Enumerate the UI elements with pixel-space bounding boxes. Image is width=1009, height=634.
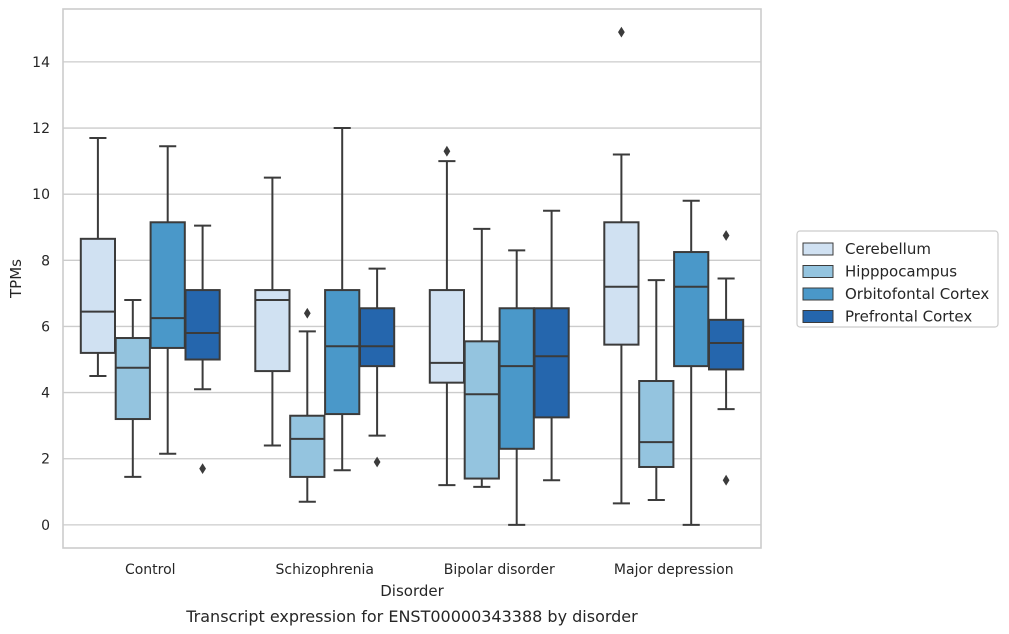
box-body: [603, 221, 640, 346]
box-3-0: [603, 26, 640, 505]
box-body: [707, 318, 745, 371]
box-body: [184, 289, 221, 361]
x-axis-ticks: Control Schizophrenia Bipolar disorder Majo…: [125, 562, 734, 578]
box-1-3: [358, 267, 396, 468]
legend-frame: [796, 230, 999, 328]
box-3-2: [673, 199, 710, 526]
box-1-2: [324, 127, 361, 472]
y-tick-label: 14: [32, 55, 50, 71]
outlier-point: [373, 456, 381, 468]
x-tick-label: Bipolar disorder: [444, 562, 555, 578]
outlier-point: [722, 474, 730, 486]
y-tick-label: 12: [32, 121, 50, 137]
box-body: [673, 251, 710, 368]
box-3-1: [638, 279, 675, 502]
y-axis-label: TPMs: [7, 259, 25, 299]
x-tick-label: Control: [125, 562, 176, 578]
box-body: [638, 380, 675, 468]
y-tick-label: 4: [41, 386, 50, 402]
box-0-0: [79, 136, 117, 378]
outlier-point: [443, 145, 451, 157]
box-body: [114, 337, 151, 421]
y-tick-label: 2: [41, 452, 50, 468]
box-1-1: [289, 307, 326, 503]
box-body: [498, 307, 535, 450]
outlier-point: [618, 26, 625, 38]
box-body: [149, 221, 186, 349]
x-tick-label: Schizophrenia: [276, 562, 374, 578]
legend-item: Prefrontal Cortex: [802, 308, 972, 326]
box-body: [254, 289, 291, 373]
box-body: [79, 237, 117, 354]
box-2-3: [533, 209, 570, 482]
y-tick-label: 10: [32, 187, 50, 203]
y-tick-label: 0: [41, 518, 50, 534]
legend-item: Orbitofontal Cortex: [802, 285, 989, 303]
x-tick-label: Major depression: [614, 562, 734, 578]
box-2-2: [498, 249, 535, 526]
chart-caption: Transcript expression for ENST0000034338…: [185, 607, 638, 626]
box-0-3: [184, 224, 221, 475]
box-0-1: [114, 298, 151, 478]
y-tick-label: 6: [41, 319, 50, 335]
box-3-3: [707, 230, 745, 486]
box-body: [289, 414, 326, 478]
legend-label: Prefrontal Cortex: [845, 308, 972, 326]
box-1-0: [254, 176, 291, 447]
legend-label: Orbitofontal Cortex: [845, 285, 989, 303]
legend-item: Hipppocampus: [802, 263, 957, 281]
box-body: [324, 289, 361, 416]
y-tick-label: 8: [41, 253, 50, 269]
box-groups: [79, 26, 745, 526]
legend-item: Cerebellum: [802, 240, 931, 258]
box-body: [463, 340, 500, 480]
box-0-2: [149, 145, 186, 455]
legend-swatch: [802, 310, 834, 323]
box-2-1: [463, 227, 500, 488]
legend-swatch: [802, 287, 834, 301]
legend-label: Hipppocampus: [845, 263, 957, 281]
legend: Cerebellum Hipppocampus Orbitofontal Corte…: [796, 230, 999, 328]
x-axis-label: Disorder: [380, 582, 444, 600]
legend-swatch: [802, 265, 834, 278]
legend-swatch: [802, 242, 834, 256]
box-body: [358, 307, 396, 368]
outlier-point: [199, 463, 206, 475]
box-body: [428, 289, 466, 384]
plot-frame: [62, 8, 762, 549]
box-body: [533, 307, 570, 419]
legend-label: Cerebellum: [845, 240, 931, 258]
y-axis-ticks: 0 2 4 6 8 10 12 14: [32, 55, 50, 534]
box-2-0: [428, 145, 466, 487]
outlier-point: [303, 307, 311, 319]
outlier-point: [722, 230, 730, 241]
